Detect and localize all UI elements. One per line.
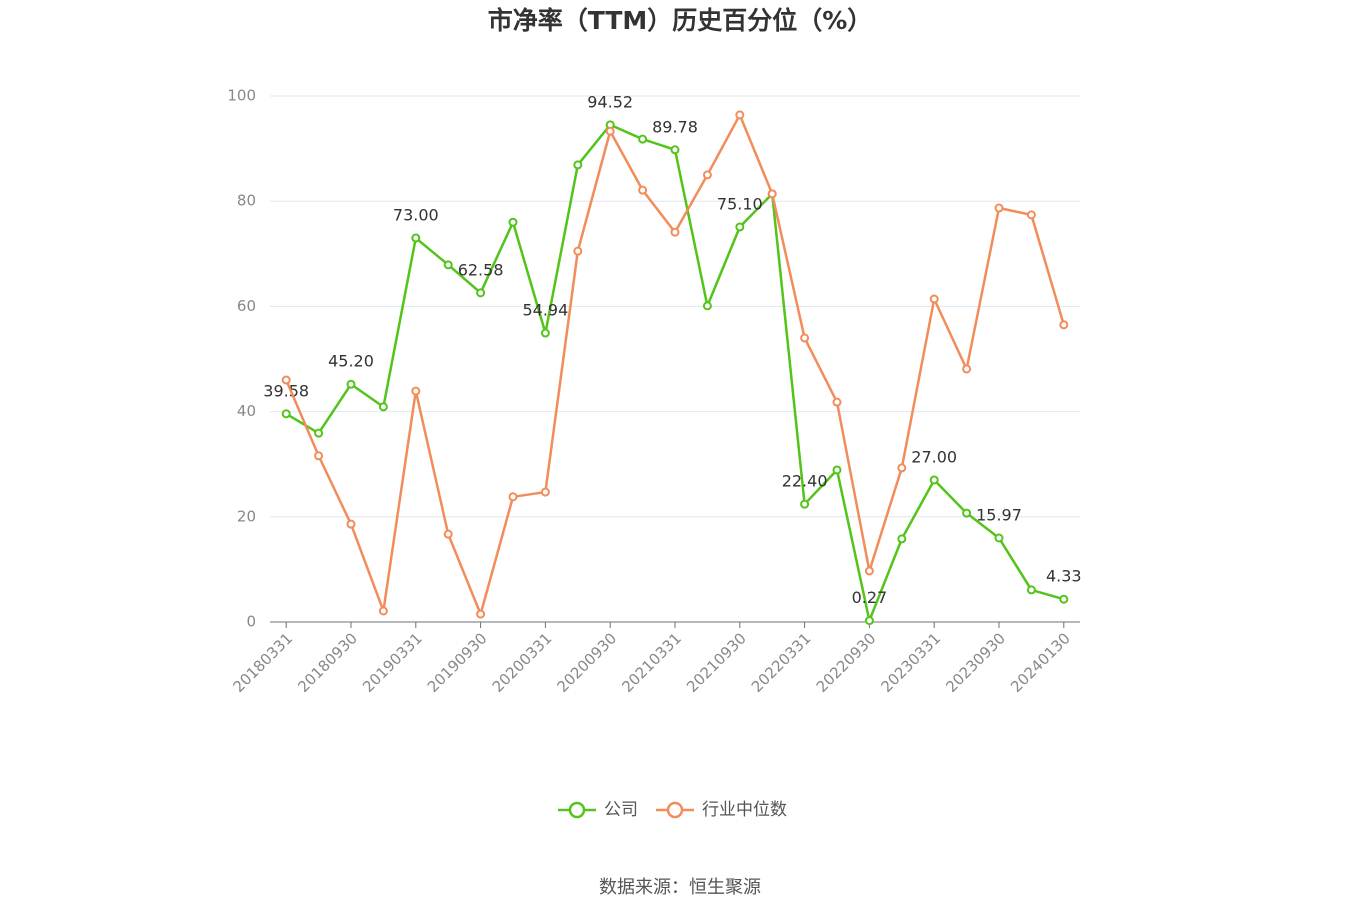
x-tick-label: 20220930: [813, 629, 880, 696]
point: [1059, 594, 1069, 604]
x-tick-label: 20220331: [748, 629, 815, 696]
x-tick-label: 20180331: [229, 629, 296, 696]
point: [638, 134, 648, 144]
y-tick-label: 80: [237, 192, 256, 210]
point: [962, 508, 972, 518]
data-label: 89.78: [652, 117, 698, 136]
data-label: 27.00: [911, 447, 957, 466]
data-label: 4.33: [1046, 567, 1082, 586]
legend-marker: [568, 801, 586, 819]
point: [994, 533, 1004, 543]
series-line: [285, 123, 1065, 625]
legend-marker: [666, 801, 684, 819]
point: [702, 301, 712, 311]
y-tick-label: 100: [227, 87, 256, 105]
x-tick-label: 20190930: [424, 629, 491, 696]
x-tick-label: 20180930: [294, 629, 361, 696]
point: [314, 451, 324, 461]
source: 数据来源：恒生聚源: [599, 877, 761, 898]
data-label: 94.52: [587, 92, 633, 111]
point: [897, 534, 907, 544]
x-tick-label: 20230930: [942, 629, 1009, 696]
point: [800, 499, 810, 509]
point: [314, 428, 324, 438]
point: [638, 185, 648, 195]
point: [281, 409, 291, 419]
point: [670, 227, 680, 237]
y-tick-label: 40: [237, 402, 256, 420]
point: [573, 246, 583, 256]
point: [994, 203, 1004, 213]
point: [378, 402, 388, 412]
legend-label: 公司: [604, 800, 638, 820]
point: [702, 170, 712, 180]
point: [735, 110, 745, 120]
chart-title: 市净率（TTM）历史百分位（%）: [488, 6, 873, 35]
point: [897, 463, 907, 473]
point: [605, 126, 615, 136]
y-tick-label: 60: [237, 297, 256, 315]
point: [540, 487, 550, 497]
point: [929, 475, 939, 485]
point: [832, 397, 842, 407]
data-label: 45.20: [328, 352, 374, 371]
x-tick-label: 20200331: [489, 629, 556, 696]
point: [832, 465, 842, 475]
point: [346, 519, 356, 529]
data-label: 73.00: [393, 206, 439, 225]
point: [800, 333, 810, 343]
point: [929, 294, 939, 304]
point: [281, 375, 291, 385]
point: [864, 616, 874, 626]
point: [443, 260, 453, 270]
point: [508, 492, 518, 502]
data-label: 62.58: [458, 260, 504, 279]
point: [573, 160, 583, 170]
data-label: 22.40: [782, 472, 828, 491]
data-label: 75.10: [717, 194, 763, 213]
point: [378, 606, 388, 616]
x-tick-label: 20190331: [359, 629, 426, 696]
point: [864, 566, 874, 576]
x-tick-label: 20200930: [553, 629, 620, 696]
legend-label: 行业中位数: [702, 800, 787, 820]
x-tick-label: 20230331: [877, 629, 944, 696]
point: [476, 288, 486, 298]
x-tick-label: 20210930: [683, 629, 750, 696]
point: [1026, 210, 1036, 220]
point: [476, 609, 486, 619]
data-label: 39.58: [263, 381, 309, 400]
y-tick-label: 20: [237, 507, 256, 525]
point: [767, 189, 777, 199]
data-label: 15.97: [976, 505, 1022, 524]
y-tick-label: 0: [246, 613, 256, 631]
point: [1026, 585, 1036, 595]
data-label: 54.94: [522, 301, 568, 320]
x-tick-label: 20210331: [618, 629, 685, 696]
point: [1059, 320, 1069, 330]
point: [735, 222, 745, 232]
data-label: 0.27: [852, 588, 888, 607]
x-tick-label: 20240130: [1007, 629, 1074, 696]
point: [540, 328, 550, 338]
series-line: [285, 112, 1065, 618]
point: [962, 364, 972, 374]
point: [411, 233, 421, 243]
point: [346, 379, 356, 389]
point: [508, 217, 518, 227]
point: [670, 145, 680, 155]
point: [443, 529, 453, 539]
point: [411, 386, 421, 396]
